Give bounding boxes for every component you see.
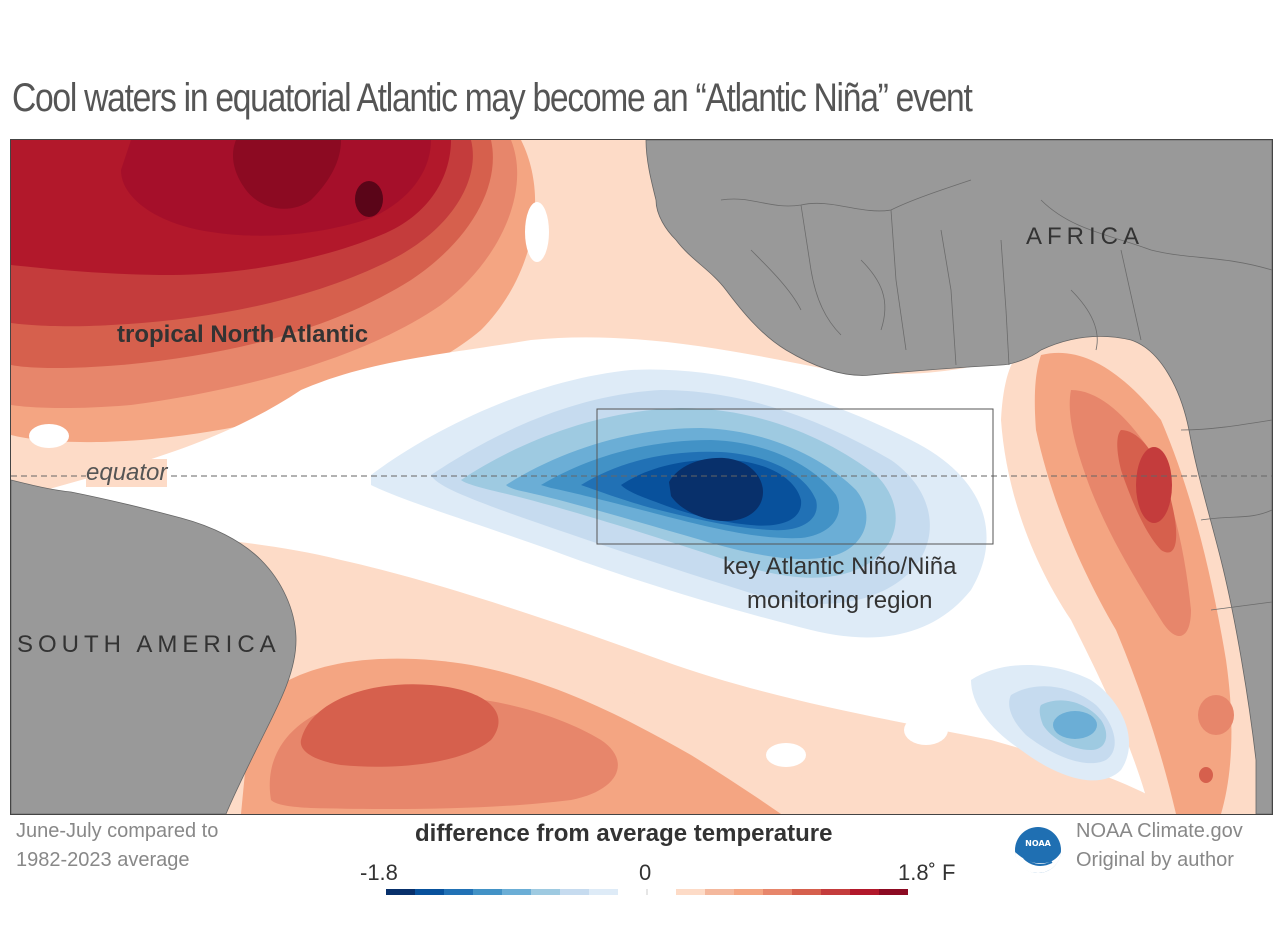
label-tropical-north-atlantic: tropical North Atlantic [117,321,369,348]
country-borders [720,179,1272,611]
legend-swatch [879,889,908,895]
footnote-line2: 1982-2023 average [16,849,190,871]
sst-anomaly-map: AFRICA SOUTH AMERICA tropical North Atla… [10,139,1273,815]
land-south-america [11,479,297,814]
legend-swatch [647,889,677,895]
legend-max-label: 1.8˚ F [898,860,956,885]
warm-anomaly-southwest [226,632,861,814]
footnote: June-July compared to 1982-2023 average [16,817,218,875]
credit: NOAA Climate.gov Original by author [1076,817,1243,875]
label-south-america: SOUTH AMERICA [17,631,281,658]
legend-swatch [618,889,648,895]
noaa-logo: NOAA [1015,827,1061,873]
label-monitoring-region-line2: monitoring region [747,587,933,614]
warm-anomaly-east [1001,342,1256,814]
label-africa: AFRICA [1026,223,1145,250]
noaa-logo-text: NOAA [1025,839,1051,848]
legend-swatch [473,889,503,895]
legend-swatch [734,889,764,895]
legend-colorbar [386,889,908,895]
label-monitoring-region-line1: key Atlantic Niño/Niña [723,553,957,580]
legend-swatch [705,889,735,895]
legend-swatch [531,889,561,895]
land-africa [645,140,1272,814]
label-equator: equator [86,459,168,487]
credit-line2: Original by author [1076,849,1234,871]
footnote-line1: June-July compared to [16,820,219,842]
legend-swatch [589,889,619,895]
page-title: Cool waters in equatorial Atlantic may b… [12,76,973,120]
legend-min-label: -1.8 [360,860,398,885]
legend-swatch [560,889,590,895]
legend-swatch [386,889,416,895]
legend-swatch [415,889,445,895]
legend-swatch [821,889,851,895]
legend-swatch [850,889,880,895]
legend-swatch [444,889,474,895]
credit-line1: NOAA Climate.gov [1076,820,1243,842]
monitoring-region-box [596,408,994,545]
legend-swatch [792,889,822,895]
label-monitoring-region: key Atlantic Niño/Niña monitoring region [723,550,956,618]
legend-title: difference from average temperature [415,820,833,847]
legend-mid-label: 0 [639,860,652,885]
legend-swatch [763,889,793,895]
legend-swatch [502,889,532,895]
legend-swatch [676,889,706,895]
